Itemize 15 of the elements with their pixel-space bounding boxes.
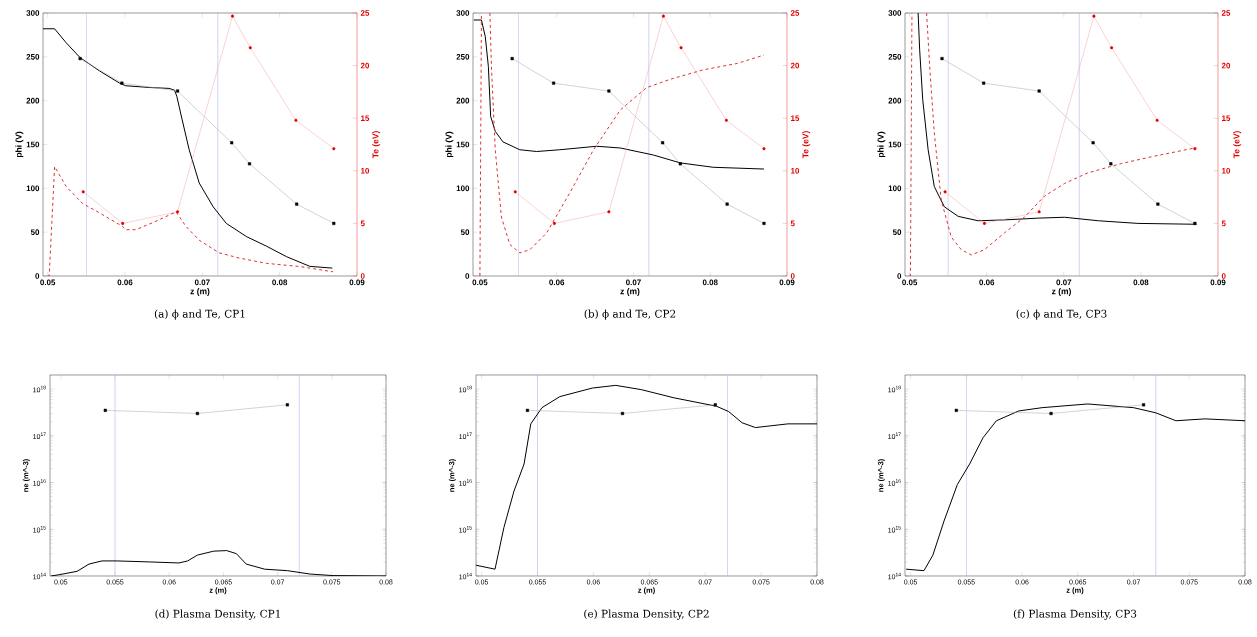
y2-axis-title: Te (eV) — [1233, 131, 1242, 159]
y-axis-title: phi (V) — [445, 131, 454, 158]
x-axis-title: z (m) — [190, 288, 210, 296]
text: (d) Plasma Density, CP1 — [155, 609, 280, 620]
text: (e) Plasma Density, CP2 — [584, 609, 709, 620]
y2-axis-title: Te (eV) — [802, 131, 811, 159]
text: (b) ϕ and Te, CP2 — [584, 309, 676, 320]
text: (a) ϕ and Te, CP1 — [154, 309, 245, 320]
text: (f) Plasma Density, CP3 — [1013, 609, 1137, 620]
x-axis-title: z (m) — [1051, 288, 1071, 296]
y2-axis-title: Te (eV) — [372, 131, 381, 159]
x-axis-title: z (m) — [620, 288, 640, 296]
y-axis-title: phi (V) — [15, 131, 24, 158]
text: (c) ϕ and Te, CP3 — [1016, 309, 1107, 320]
y-axis-title: phi (V) — [877, 131, 886, 158]
